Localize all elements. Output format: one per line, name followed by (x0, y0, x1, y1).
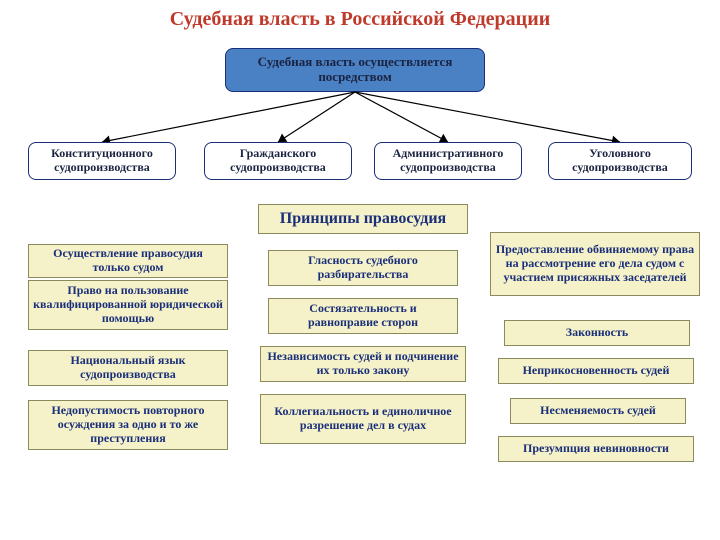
principles-header: Принципы правосудия (258, 204, 468, 234)
principle-box: Состязательность и равноправие сторон (268, 298, 458, 334)
principle-box: Гласность судебного разбирательства (268, 250, 458, 286)
principle-box: Предоставление обвиняемому права на расс… (490, 232, 700, 296)
principle-box: Несменяемость судей (510, 398, 686, 424)
principle-box: Право на пользование квалифицированной ю… (28, 280, 228, 330)
principle-box: Законность (504, 320, 690, 346)
principle-box: Независимость судей и подчинение их толь… (260, 346, 466, 382)
principle-label: Недопустимость повторного осуждения за о… (33, 404, 223, 445)
page-title: Судебная власть в Российской Федерации (0, 0, 720, 31)
principle-box: Осуществление правосудия только судом (28, 244, 228, 278)
principle-label: Национальный язык судопроизводства (33, 354, 223, 382)
principle-label: Гласность судебного разбирательства (273, 254, 453, 282)
principle-box: Недопустимость повторного осуждения за о… (28, 400, 228, 450)
type-box: Уголовного судопроизводства (548, 142, 692, 180)
principle-box: Презумпция невиновности (498, 436, 694, 462)
principle-label: Неприкосновенность судей (523, 364, 670, 378)
principle-label: Законность (566, 326, 628, 340)
principle-label: Независимость судей и подчинение их толь… (265, 350, 461, 378)
type-box-label: Конституционного судопроизводства (33, 147, 171, 175)
principle-box: Коллегиальность и единоличное разрешение… (260, 394, 466, 444)
type-box-label: Уголовного судопроизводства (553, 147, 687, 175)
type-box: Конституционного судопроизводства (28, 142, 176, 180)
principles-header-label: Принципы правосудия (280, 210, 446, 228)
principle-label: Несменяемость судей (540, 404, 656, 418)
top-box-label: Судебная власть осуществляется посредств… (226, 55, 484, 85)
principle-label: Право на пользование квалифицированной ю… (33, 284, 223, 325)
type-box-label: Административного судопроизводства (379, 147, 517, 175)
top-box: Судебная власть осуществляется посредств… (225, 48, 485, 92)
type-box: Административного судопроизводства (374, 142, 522, 180)
principle-label: Состязательность и равноправие сторон (273, 302, 453, 330)
principle-label: Предоставление обвиняемому права на расс… (495, 243, 695, 284)
principle-label: Осуществление правосудия только судом (33, 247, 223, 275)
principle-label: Презумпция невиновности (523, 442, 669, 456)
type-box-label: Гражданского судопроизводства (209, 147, 347, 175)
type-box: Гражданского судопроизводства (204, 142, 352, 180)
principle-label: Коллегиальность и единоличное разрешение… (265, 405, 461, 433)
principle-box: Неприкосновенность судей (498, 358, 694, 384)
principle-box: Национальный язык судопроизводства (28, 350, 228, 386)
